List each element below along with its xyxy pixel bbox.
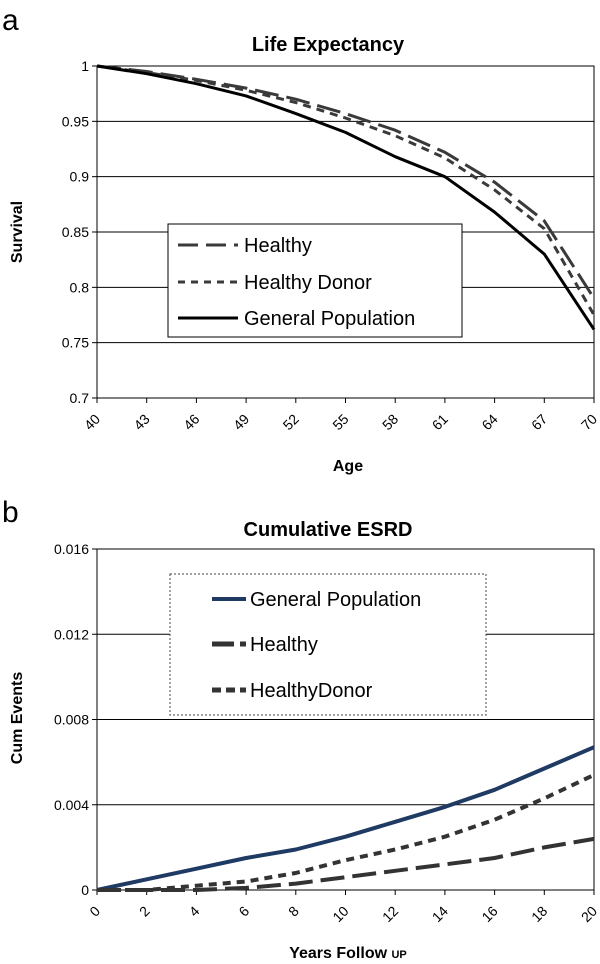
chart-a-series-healthy: [96, 64, 596, 300]
chart-a-y-tick-label: 0.75: [62, 335, 89, 351]
chart-a-x-tick-label: 40: [81, 411, 103, 433]
chart-b-y-axis-title: Cum Events: [9, 672, 26, 765]
panel-a-life-expectancy: a Life Expectancy 0.7 0.75 0.8 0.85 0.9 0.95 1…: [2, 4, 600, 475]
chart-a-x-tick-label: 46: [180, 411, 202, 433]
chart-a-x-tick-label: 43: [130, 411, 152, 433]
legend-a-healthy-donor-label: Healthy Donor: [244, 272, 372, 294]
chart-a-x-axis-title: Age: [333, 458, 363, 475]
chart-b-x-tick-label: 0: [86, 903, 103, 920]
chart-a-series-general-population: [96, 64, 596, 331]
chart-a-series: [96, 64, 596, 331]
chart-b-title: Cumulative ESRD: [244, 519, 413, 541]
chart-a-x-tick-label: 58: [379, 411, 401, 433]
chart-b-series-general-population: [96, 745, 595, 892]
chart-a-series-healthy-donor: [96, 64, 596, 316]
panel-b-cumulative-esrd: b Cumulative ESRD 00.0040.0080.0120.016 …: [2, 496, 600, 962]
chart-b-x-ticks: 0 2 4 6 8 10 12 14 16 18 20: [86, 890, 600, 925]
chart-b-y-tick-label: 0.008: [54, 712, 89, 728]
chart-b-series: [96, 745, 595, 892]
chart-a-x-ticks: 40 43 46 49 52 55 58 61 64 67 70: [81, 398, 600, 433]
chart-b-x-tick-label: 12: [379, 903, 401, 925]
chart-b-y-tick-label: 0.016: [54, 541, 89, 557]
legend-b-healthy-donor-label: HealthyDonor: [250, 680, 373, 702]
chart-b-x-tick-label: 14: [429, 903, 451, 925]
chart-a-x-tick-label: 64: [478, 411, 500, 433]
chart-b-x-tick-label: 4: [186, 903, 203, 920]
chart-b-x-tick-label: 6: [235, 903, 252, 920]
chart-b-legend: General Population Healthy HealthyDonor: [169, 573, 487, 716]
chart-b-x-axis-title-main: Years Follow: [289, 945, 391, 962]
chart-a-y-tick-label: 1: [81, 58, 89, 74]
chart-a-y-ticks: 0.7 0.75 0.8 0.85 0.9 0.95 1: [62, 58, 97, 406]
chart-b-x-tick-label: 2: [136, 903, 153, 920]
chart-a-x-tick-label: 55: [329, 411, 351, 433]
panel-a-letter: a: [2, 4, 19, 37]
chart-a-y-tick-label: 0.85: [62, 224, 89, 240]
chart-b-series-healthydonor: [97, 773, 595, 892]
legend-a-healthy-label: Healthy: [244, 235, 312, 257]
chart-a-y-axis-title: Survival: [9, 201, 26, 263]
panel-b-letter: b: [2, 496, 19, 529]
chart-a-x-tick-label: 52: [280, 411, 302, 433]
legend-b-general-population-label: General Population: [250, 589, 421, 611]
chart-a-legend: Healthy Healthy Donor General Population: [167, 223, 463, 338]
chart-b-y-ticks: 0 0.004 0.008 0.012 0.016: [54, 541, 97, 898]
chart-b-x-tick-label: 16: [478, 903, 500, 925]
chart-b-x-tick-label: 18: [528, 903, 550, 925]
chart-b-x-axis-title-suffix: UP: [391, 949, 406, 961]
chart-a-y-tick-label: 0.9: [70, 169, 90, 185]
chart-a-y-tick-label: 0.8: [70, 279, 90, 295]
chart-a-x-tick-label: 61: [429, 411, 451, 433]
chart-b-x-tick-label: 8: [285, 903, 302, 920]
chart-b-x-tick-label: 10: [329, 903, 351, 925]
chart-a-title: Life Expectancy: [252, 34, 405, 56]
chart-a-x-tick-label: 70: [578, 411, 600, 433]
chart-b-series-healthy: [97, 836, 595, 892]
chart-a-y-tick-label: 0.7: [70, 390, 90, 406]
chart-a-x-tick-label: 49: [230, 411, 252, 433]
legend-a-general-population-label: General Population: [244, 308, 415, 330]
chart-b-y-tick-label: 0.004: [54, 797, 89, 813]
chart-b-y-tick-label: 0: [81, 882, 89, 898]
chart-a-y-tick-label: 0.95: [62, 113, 89, 129]
legend-b-healthy-label: Healthy: [250, 634, 318, 656]
chart-b-y-tick-label: 0.012: [54, 626, 89, 642]
chart-b-x-axis-title: Years Follow UP: [289, 945, 407, 962]
chart-a-x-tick-label: 67: [528, 411, 550, 433]
chart-b-x-tick-label: 20: [578, 903, 600, 925]
